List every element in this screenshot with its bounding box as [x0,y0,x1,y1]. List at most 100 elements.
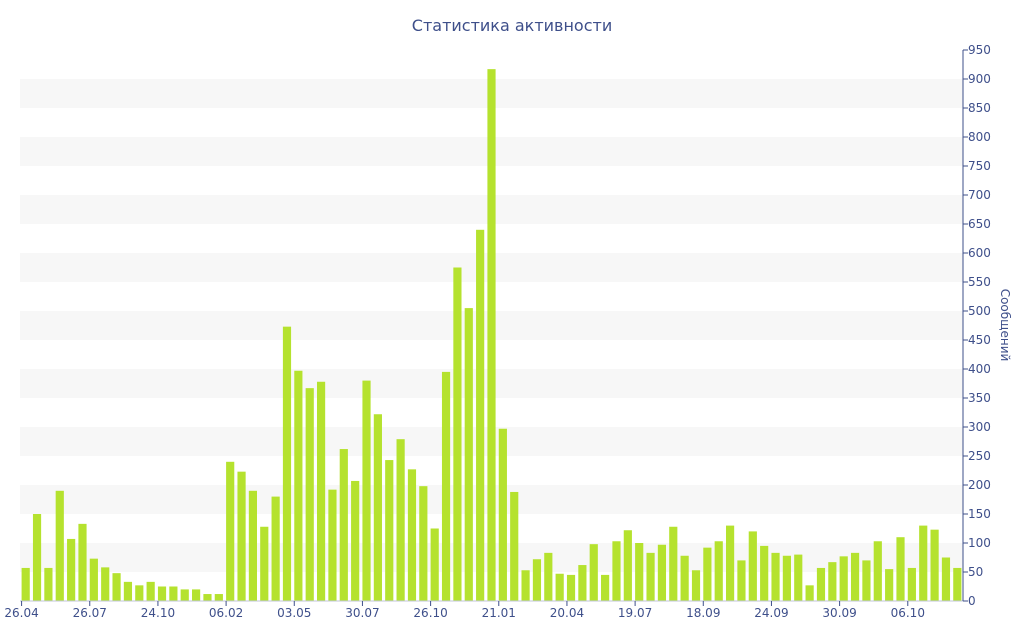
bar[interactable] [407,469,417,601]
bar[interactable] [294,370,303,601]
y-axis-label: Сообщений [998,289,1012,362]
bar[interactable] [635,543,644,601]
bar[interactable] [873,541,882,601]
bar[interactable] [271,496,280,601]
bar[interactable] [157,586,167,602]
bar[interactable] [67,538,76,601]
bar[interactable] [476,229,485,602]
bar[interactable] [566,574,576,601]
y-tick-label: 750 [968,159,991,173]
bar[interactable] [396,439,405,601]
bar[interactable] [930,529,939,601]
bar[interactable] [112,573,121,601]
bar[interactable] [896,537,905,601]
bar[interactable] [623,530,632,601]
bar[interactable] [828,562,837,601]
bar[interactable] [180,589,189,601]
y-tick-label: 100 [968,536,991,550]
bar[interactable] [919,525,928,601]
bar[interactable] [282,326,292,601]
bar[interactable] [885,569,894,601]
bar[interactable] [32,514,42,601]
bar[interactable] [123,581,133,601]
bar[interactable] [260,526,269,601]
bar[interactable] [214,594,223,601]
bar[interactable] [941,557,951,602]
bar[interactable] [316,381,326,601]
bar[interactable] [248,490,257,601]
bar[interactable] [612,541,621,601]
bar[interactable] [487,69,496,601]
bar[interactable] [226,461,235,601]
bar[interactable] [532,559,542,601]
bar[interactable] [339,449,348,601]
bar[interactable] [464,308,473,601]
bar[interactable] [305,388,314,601]
bar[interactable] [714,541,723,601]
x-tick-label: 26.04 [4,606,38,620]
x-tick-label: 06.02 [209,606,243,620]
y-tick-label: 200 [968,478,991,492]
bar[interactable] [782,555,791,601]
bar[interactable] [169,586,178,602]
bar[interactable] [703,547,712,601]
bar[interactable] [101,567,110,601]
bar[interactable] [646,552,655,601]
bar[interactable] [601,574,610,601]
bar[interactable] [385,460,394,601]
bar[interactable] [351,480,360,601]
bar[interactable] [498,428,507,601]
bar[interactable] [521,570,530,601]
bar[interactable] [589,544,598,601]
bar[interactable] [510,491,519,601]
bar[interactable] [669,526,678,601]
bar[interactable] [21,567,30,601]
bar[interactable] [55,490,64,601]
bar[interactable] [771,552,780,601]
y-tick-label: 300 [968,420,991,434]
bar[interactable] [794,554,803,601]
bar[interactable] [328,489,337,601]
bar[interactable] [748,531,757,601]
bar[interactable] [816,567,826,601]
bar[interactable] [453,267,462,602]
bar[interactable] [726,525,735,601]
y-tick-label: 800 [968,130,991,144]
y-tick-label: 250 [968,449,991,463]
x-tick-label: 19.07 [618,606,652,620]
bar[interactable] [657,544,667,601]
bar[interactable] [362,380,371,601]
bar[interactable] [737,560,746,601]
x-tick-label: 21.01 [482,606,516,620]
y-tick-label: 900 [968,72,991,86]
bar[interactable] [78,523,87,601]
bar[interactable] [862,560,871,601]
bar[interactable] [44,567,53,601]
bar[interactable] [192,589,201,601]
bar[interactable] [89,558,98,601]
y-tick-label: 700 [968,188,991,202]
bar[interactable] [691,570,701,601]
bar[interactable] [805,585,814,601]
bar[interactable] [146,581,155,601]
y-tick-label: 600 [968,246,991,260]
bar[interactable] [544,552,553,601]
bar[interactable] [237,471,246,601]
bar[interactable] [850,552,860,601]
bar[interactable] [203,594,212,601]
bar[interactable] [953,567,962,601]
bars [21,69,962,602]
bar[interactable] [441,371,451,601]
bar[interactable] [907,567,916,601]
bar[interactable] [135,585,144,601]
bar[interactable] [680,555,689,601]
bar[interactable] [839,556,848,601]
bar[interactable] [555,573,564,601]
bar[interactable] [578,565,587,601]
bar[interactable] [419,486,428,601]
bar[interactable] [760,545,769,601]
x-tick-label: 24.10 [141,606,175,620]
bar[interactable] [373,414,382,601]
bar[interactable] [430,528,439,602]
